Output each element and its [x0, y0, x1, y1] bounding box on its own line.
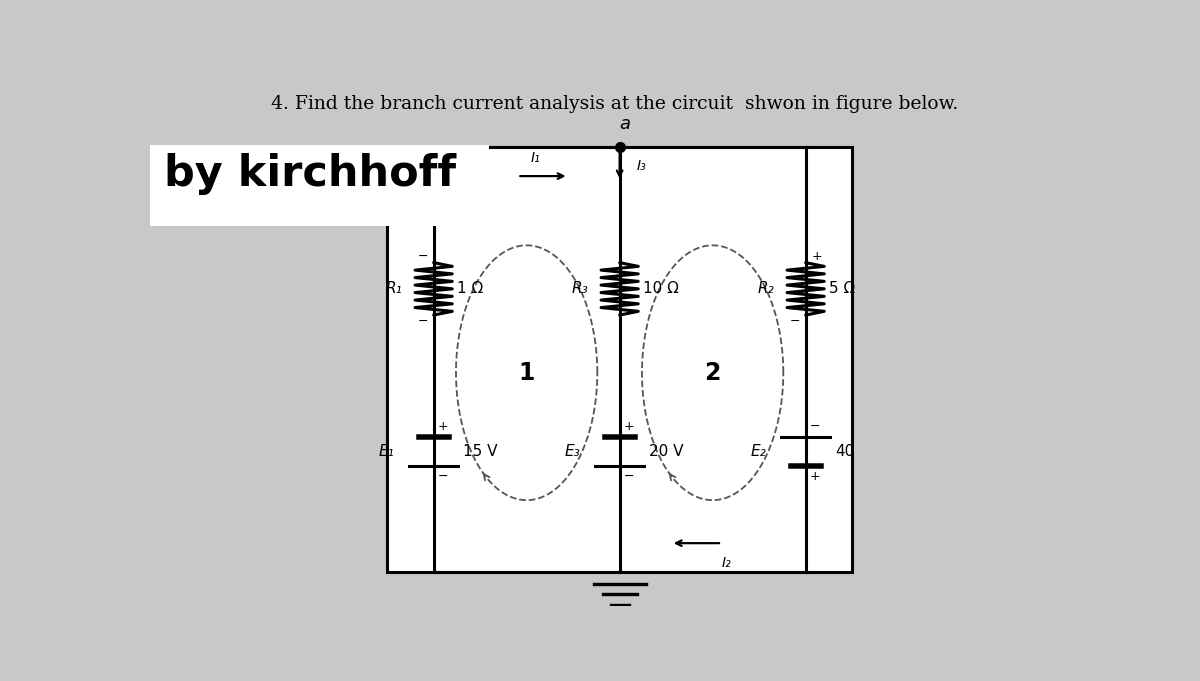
FancyBboxPatch shape — [150, 144, 490, 226]
Text: 2: 2 — [704, 361, 721, 385]
Text: +: + — [624, 419, 635, 432]
Text: 15 V: 15 V — [463, 444, 498, 459]
Text: E₁: E₁ — [379, 444, 395, 459]
Text: R₂: R₂ — [757, 281, 774, 296]
Text: +: + — [438, 419, 449, 432]
Text: −: − — [810, 419, 821, 432]
Text: −: − — [418, 250, 427, 263]
Text: 10 Ω: 10 Ω — [643, 281, 679, 296]
Text: +: + — [811, 250, 822, 263]
Text: 1 Ω: 1 Ω — [457, 281, 484, 296]
Text: R₁: R₁ — [385, 281, 402, 296]
Text: 40: 40 — [835, 444, 854, 459]
Text: E₃: E₃ — [565, 444, 581, 459]
Text: −: − — [418, 315, 427, 328]
Text: −: − — [438, 470, 449, 483]
Text: 1: 1 — [518, 361, 535, 385]
Text: by kirchhoff: by kirchhoff — [164, 153, 456, 195]
Text: I₂: I₂ — [721, 556, 732, 570]
Text: I₁: I₁ — [532, 151, 541, 165]
Text: a: a — [619, 114, 630, 133]
Text: −: − — [624, 470, 635, 483]
Text: 5 Ω: 5 Ω — [829, 281, 856, 296]
Text: 4. Find the branch current analysis at the circuit  shwon in figure below.: 4. Find the branch current analysis at t… — [271, 95, 959, 113]
Text: R₃: R₃ — [571, 281, 588, 296]
Text: 20 V: 20 V — [649, 444, 684, 459]
Text: −: − — [790, 315, 799, 328]
Text: E₂: E₂ — [751, 444, 767, 459]
Text: +: + — [810, 470, 821, 483]
Text: I₃: I₃ — [636, 159, 646, 172]
FancyBboxPatch shape — [388, 147, 852, 572]
